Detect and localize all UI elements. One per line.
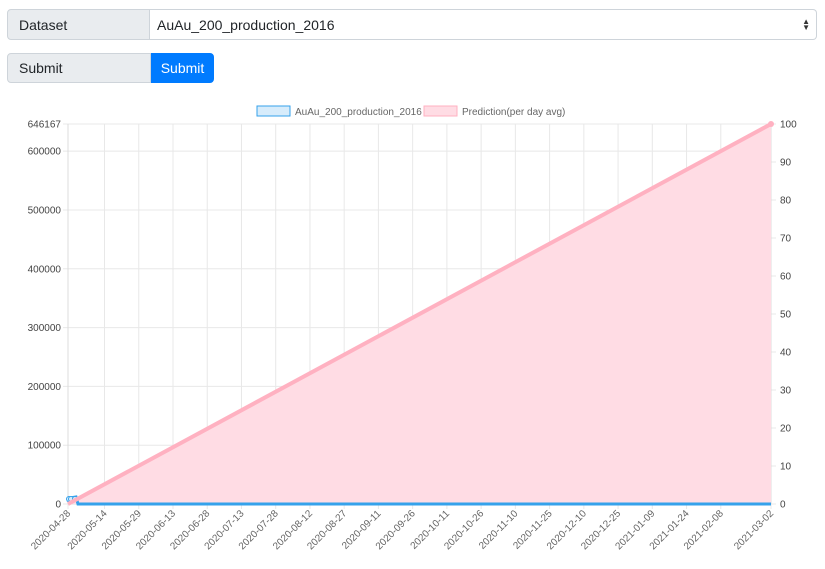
chart-lines xyxy=(66,121,774,506)
chart-legend: AuAu_200_production_2016 Prediction(per d… xyxy=(256,105,565,118)
y-right-tick-label: 60 xyxy=(780,272,792,283)
y-right-tick-label: 40 xyxy=(780,348,792,359)
y-left-tick-label: 200000 xyxy=(28,382,62,393)
submit-row: Submit Submit xyxy=(7,53,214,83)
y-left-tick-label: 500000 xyxy=(28,205,62,216)
y-right-tick-label: 0 xyxy=(780,500,786,511)
dataset-select[interactable]: AuAu_200_production_2016 ▲ ▼ xyxy=(150,9,817,40)
y-right-tick-label: 20 xyxy=(780,424,792,435)
select-arrows-icon: ▲ ▼ xyxy=(802,16,810,32)
submit-button[interactable]: Submit xyxy=(151,53,214,83)
y-left-tick-label: 0 xyxy=(55,500,61,511)
y-right-tick-label: 80 xyxy=(780,196,792,207)
dataset-label: Dataset xyxy=(7,9,150,40)
dataset-row: Dataset AuAu_200_production_2016 ▲ ▼ xyxy=(7,9,817,40)
legend-swatch xyxy=(423,105,458,117)
y-right-tick-label: 30 xyxy=(780,386,792,397)
legend-label: Prediction(per day avg) xyxy=(462,107,565,118)
x-tick-label: 2021-03-02 xyxy=(732,508,776,552)
y-right-tick-label: 50 xyxy=(780,310,792,321)
y-left-tick-label: 600000 xyxy=(28,147,62,158)
prediction-point xyxy=(768,121,774,127)
y-left-tick-label: 300000 xyxy=(28,323,62,334)
prediction-line xyxy=(67,122,772,506)
y-right-tick-label: 70 xyxy=(780,234,792,245)
y-right-tick-label: 90 xyxy=(780,158,792,169)
submit-label: Submit xyxy=(7,53,151,83)
legend-swatch xyxy=(256,105,291,117)
dataset-select-value: AuAu_200_production_2016 xyxy=(157,16,335,33)
y-right-tick-label: 100 xyxy=(780,120,797,131)
y-left-tick-label: 400000 xyxy=(28,264,62,275)
y-left-tick-label: 646167 xyxy=(28,120,62,131)
y-right-tick-label: 10 xyxy=(780,462,792,473)
y-left-tick-label: 100000 xyxy=(28,441,62,452)
legend-label: AuAu_200_production_2016 xyxy=(295,107,422,118)
